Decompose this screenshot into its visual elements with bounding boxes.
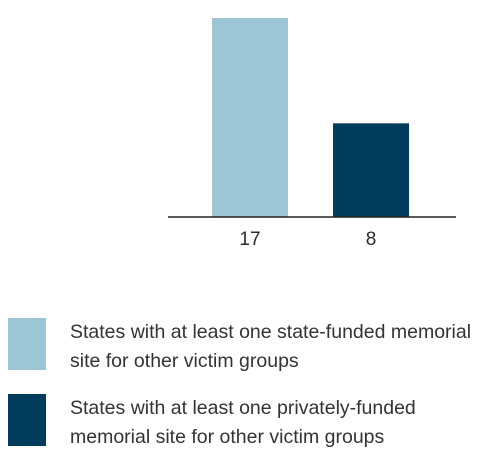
bar-chart <box>168 18 456 218</box>
legend-swatch-privately-funded <box>8 394 46 446</box>
legend-item-state-funded: States with at least one state-funded me… <box>8 318 488 378</box>
bar-privately-funded <box>333 123 409 217</box>
legend-item-privately-funded: States with at least one privately-funde… <box>8 394 488 454</box>
x-tick-label: 8 <box>365 229 377 250</box>
legend-swatch-state-funded <box>8 318 46 370</box>
legend-label-state-funded: States with at least one state-funded me… <box>70 321 472 372</box>
bar-state-funded <box>212 18 288 217</box>
legend-label-privately-funded: States with at least one privately-funde… <box>70 397 416 448</box>
bars-group <box>212 18 409 217</box>
x-tick-label: 17 <box>239 229 261 250</box>
